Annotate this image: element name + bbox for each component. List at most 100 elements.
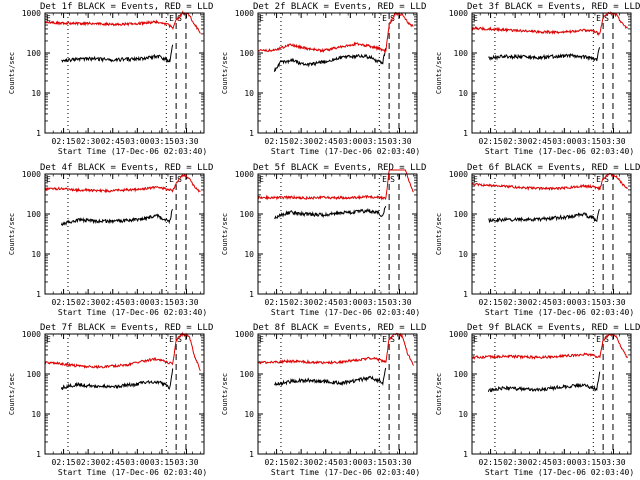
lld-series-line	[257, 332, 414, 366]
x-tick-label: 03:00	[552, 458, 576, 467]
x-tick-label: 02:15	[265, 298, 289, 307]
plot-frame	[471, 12, 632, 134]
event-start-marker: E	[473, 335, 478, 344]
events-series-line	[488, 47, 601, 62]
y-tick-label: 10	[244, 410, 254, 419]
lld-series-line	[471, 172, 628, 191]
event-start-marker: E	[473, 14, 478, 23]
event-end-marker-s: S	[604, 175, 609, 184]
chart-title: Det 8f BLACK = Events, RED = LLD	[253, 323, 426, 333]
y-axis-label: Counts/sec	[221, 52, 229, 94]
chart-panel-2: Det 2f BLACK = Events, RED = LLD Counts/s…	[221, 2, 426, 156]
x-tick-label: 03:15	[150, 298, 174, 307]
y-axis-label: Counts/sec	[8, 213, 16, 255]
y-tick-label: 10	[244, 89, 254, 98]
event-end-marker-e: E	[596, 335, 601, 344]
event-start-marker: E	[46, 14, 51, 23]
y-tick-label: 1000	[235, 9, 254, 18]
plot-frame	[44, 12, 205, 134]
x-tick-label: 02:30	[289, 137, 313, 146]
y-axis-label: Counts/sec	[221, 213, 229, 255]
x-axis-label: Start Time (17-Dec-06 02:03:40)	[58, 308, 207, 317]
y-tick-label: 10	[458, 89, 468, 98]
event-start-marker: E	[259, 335, 264, 344]
events-series-line	[61, 44, 174, 64]
x-tick-label: 02:45	[314, 137, 338, 146]
x-tick-label: 02:45	[528, 137, 552, 146]
event-end-marker-e: E	[382, 335, 387, 344]
x-tick-label: 03:15	[577, 137, 601, 146]
event-end-marker-e: E	[382, 14, 387, 23]
plot-frame	[44, 333, 205, 455]
y-tick-label: 1	[463, 290, 468, 299]
y-tick-label: 1	[463, 129, 468, 138]
x-tick-label: 02:45	[314, 458, 338, 467]
events-series-line	[487, 371, 601, 393]
plot-frame	[471, 333, 632, 455]
y-axis-label: Counts/sec	[435, 52, 443, 94]
x-tick-label: 03:15	[577, 298, 601, 307]
plot-frame	[44, 173, 205, 295]
y-tick-label: 100	[27, 210, 42, 219]
y-axis-label: Counts/sec	[8, 373, 16, 415]
y-tick-label: 10	[458, 250, 468, 259]
y-tick-label: 1000	[449, 330, 468, 339]
y-tick-label: 1000	[449, 170, 468, 179]
event-end-marker-e: E	[596, 14, 601, 23]
y-tick-label: 1	[36, 290, 41, 299]
x-axis-label: Start Time (17-Dec-06 02:03:40)	[485, 308, 634, 317]
x-tick-label: 03:30	[387, 137, 411, 146]
x-tick-label: 02:30	[503, 137, 527, 146]
chart-panel-4: Det 4f BLACK = Events, RED = LLD Counts/s…	[8, 163, 213, 317]
x-tick-label: 02:15	[265, 137, 289, 146]
x-tick-label: 02:45	[101, 137, 125, 146]
x-tick-label: 03:15	[363, 458, 387, 467]
event-end-marker-s: S	[177, 14, 182, 23]
chart-title: Det 6f BLACK = Events, RED = LLD	[467, 163, 640, 173]
y-tick-label: 1	[36, 450, 41, 459]
x-tick-label: 02:30	[76, 137, 100, 146]
chart-title: Det 5f BLACK = Events, RED = LLD	[253, 163, 426, 173]
y-tick-label: 1000	[235, 330, 254, 339]
event-start-marker: E	[259, 14, 264, 23]
y-tick-label: 1	[463, 450, 468, 459]
y-tick-label: 10	[244, 250, 254, 259]
events-series-line	[60, 368, 174, 391]
x-tick-label: 02:30	[76, 298, 100, 307]
events-series-line	[488, 209, 601, 224]
x-tick-label: 03:00	[552, 137, 576, 146]
y-tick-label: 10	[31, 89, 41, 98]
x-tick-label: 02:45	[314, 298, 338, 307]
x-tick-label: 02:15	[479, 137, 503, 146]
event-end-marker-s: S	[177, 175, 182, 184]
x-tick-label: 03:15	[150, 458, 174, 467]
chart-panel-6: Det 6f BLACK = Events, RED = LLD Counts/s…	[435, 163, 640, 317]
y-tick-label: 100	[454, 49, 469, 58]
event-end-marker-e: E	[169, 14, 174, 23]
x-axis-label: Start Time (17-Dec-06 02:03:40)	[271, 308, 420, 317]
event-end-marker-e: E	[382, 175, 387, 184]
events-series-line	[274, 367, 387, 387]
y-tick-label: 100	[240, 370, 255, 379]
x-tick-label: 02:15	[52, 458, 76, 467]
y-tick-label: 100	[27, 49, 42, 58]
chart-panel-1: Det 1f BLACK = Events, RED = LLD Counts/s…	[8, 2, 213, 156]
y-tick-label: 100	[454, 370, 469, 379]
event-end-marker-e: E	[169, 175, 174, 184]
x-tick-label: 03:00	[125, 298, 149, 307]
y-tick-label: 1000	[22, 330, 41, 339]
x-tick-label: 03:00	[125, 458, 149, 467]
x-tick-label: 03:30	[387, 298, 411, 307]
y-tick-label: 10	[458, 410, 468, 419]
y-axis-label: Counts/sec	[435, 213, 443, 255]
lld-series-line	[257, 169, 414, 201]
chart-panel-9: Det 9f BLACK = Events, RED = LLD Counts/s…	[435, 323, 640, 477]
x-tick-label: 02:30	[76, 458, 100, 467]
x-tick-label: 02:15	[52, 298, 76, 307]
x-tick-label: 03:00	[338, 458, 362, 467]
x-tick-label: 02:45	[528, 458, 552, 467]
y-tick-label: 1	[249, 450, 254, 459]
x-tick-label: 03:00	[338, 298, 362, 307]
x-tick-label: 03:00	[552, 298, 576, 307]
